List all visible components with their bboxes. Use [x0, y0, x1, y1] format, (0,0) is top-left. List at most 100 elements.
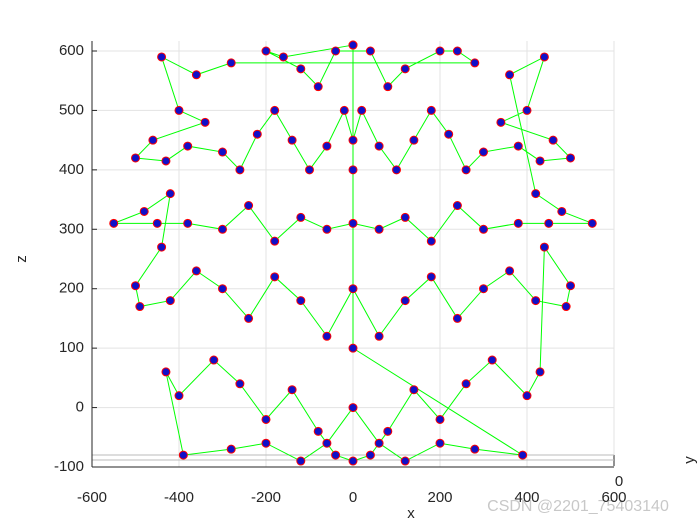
node-marker — [139, 206, 149, 216]
node-marker — [461, 165, 471, 175]
node-marker — [400, 212, 410, 222]
node-marker — [522, 391, 532, 401]
node-marker — [452, 46, 462, 56]
node-marker — [392, 165, 401, 175]
z-tick-label: 100 — [59, 339, 84, 356]
node-marker — [261, 46, 271, 56]
node-marker — [244, 201, 254, 211]
node-marker — [339, 105, 349, 115]
node-marker — [426, 236, 436, 246]
node-marker — [226, 444, 236, 454]
x-tick-label: 0 — [349, 489, 357, 506]
node-marker — [235, 165, 245, 175]
node-marker — [131, 153, 140, 163]
node-marker — [191, 266, 201, 276]
node-marker — [296, 456, 306, 466]
node-marker — [287, 385, 297, 395]
node-marker — [444, 129, 454, 139]
node-marker — [209, 355, 219, 365]
node-marker — [400, 296, 410, 306]
z-tick-label: 200 — [59, 280, 84, 297]
node-marker — [531, 296, 541, 306]
node-marker — [544, 218, 554, 228]
node-marker — [426, 272, 436, 282]
node-marker — [531, 189, 541, 199]
node-marker — [287, 135, 297, 145]
node-marker — [296, 296, 306, 306]
node-marker — [452, 313, 462, 323]
node-marker — [165, 296, 175, 306]
node-marker — [470, 58, 480, 68]
node-marker — [157, 242, 167, 252]
z-tick-label: 500 — [59, 101, 84, 118]
node-marker — [409, 135, 419, 145]
node-marker — [322, 224, 332, 234]
node-marker — [296, 64, 306, 74]
node-marker — [374, 331, 384, 341]
node-marker — [535, 367, 545, 377]
node-marker — [513, 218, 523, 228]
node-marker — [331, 46, 341, 56]
y-axis-label: y — [681, 456, 698, 464]
node-marker — [191, 70, 201, 80]
node-marker — [383, 426, 393, 436]
node-marker — [513, 141, 523, 151]
z-axis-label: z — [13, 255, 30, 263]
node-marker — [479, 147, 488, 157]
node-marker — [374, 438, 384, 448]
z-tick-label: 600 — [59, 42, 84, 59]
node-marker — [322, 331, 332, 341]
node-marker — [452, 201, 462, 211]
node-marker — [374, 224, 384, 234]
z-tick-label: -100 — [54, 458, 84, 475]
node-marker — [539, 52, 549, 62]
node-marker — [148, 135, 158, 145]
node-marker — [348, 284, 358, 294]
x-axis-label: x — [407, 505, 415, 522]
node-marker — [322, 438, 332, 448]
x-tick-label: -200 — [251, 489, 281, 506]
node-marker — [409, 385, 419, 395]
x-tick-label: -600 — [77, 489, 107, 506]
z-tick-label: 400 — [59, 161, 84, 178]
x-tick-label: -400 — [164, 489, 194, 506]
node-marker — [505, 70, 515, 80]
node-marker — [348, 403, 358, 413]
node-marker — [135, 302, 145, 312]
node-marker — [131, 281, 140, 291]
node-marker — [557, 206, 567, 216]
node-marker — [348, 40, 358, 50]
node-marker — [322, 141, 332, 151]
x-tick-label: 600 — [601, 489, 626, 506]
node-marker — [174, 391, 184, 401]
node-marker — [518, 450, 528, 460]
node-marker — [200, 117, 210, 127]
node-marker — [374, 141, 384, 151]
node-marker — [296, 212, 306, 222]
node-marker — [566, 153, 575, 163]
node-marker — [539, 242, 549, 252]
node-marker — [348, 456, 358, 466]
node-marker — [348, 165, 358, 175]
node-marker — [400, 64, 410, 74]
node-marker — [348, 218, 358, 228]
node-marker — [426, 105, 436, 115]
node-marker — [566, 281, 575, 291]
node-marker — [161, 156, 171, 166]
node-marker — [348, 343, 358, 353]
node-marker — [487, 355, 497, 365]
node-marker — [161, 367, 171, 377]
node-marker — [535, 156, 545, 166]
node-marker — [270, 236, 280, 246]
node-marker — [261, 414, 271, 424]
x-tick-label: 400 — [514, 489, 539, 506]
node-marker — [383, 82, 393, 92]
node-marker — [435, 46, 445, 56]
node-marker — [561, 302, 571, 312]
node-marker — [157, 52, 167, 62]
node-marker — [313, 82, 323, 92]
node-marker — [348, 135, 358, 145]
node-marker — [218, 224, 227, 234]
node-marker — [313, 426, 323, 436]
